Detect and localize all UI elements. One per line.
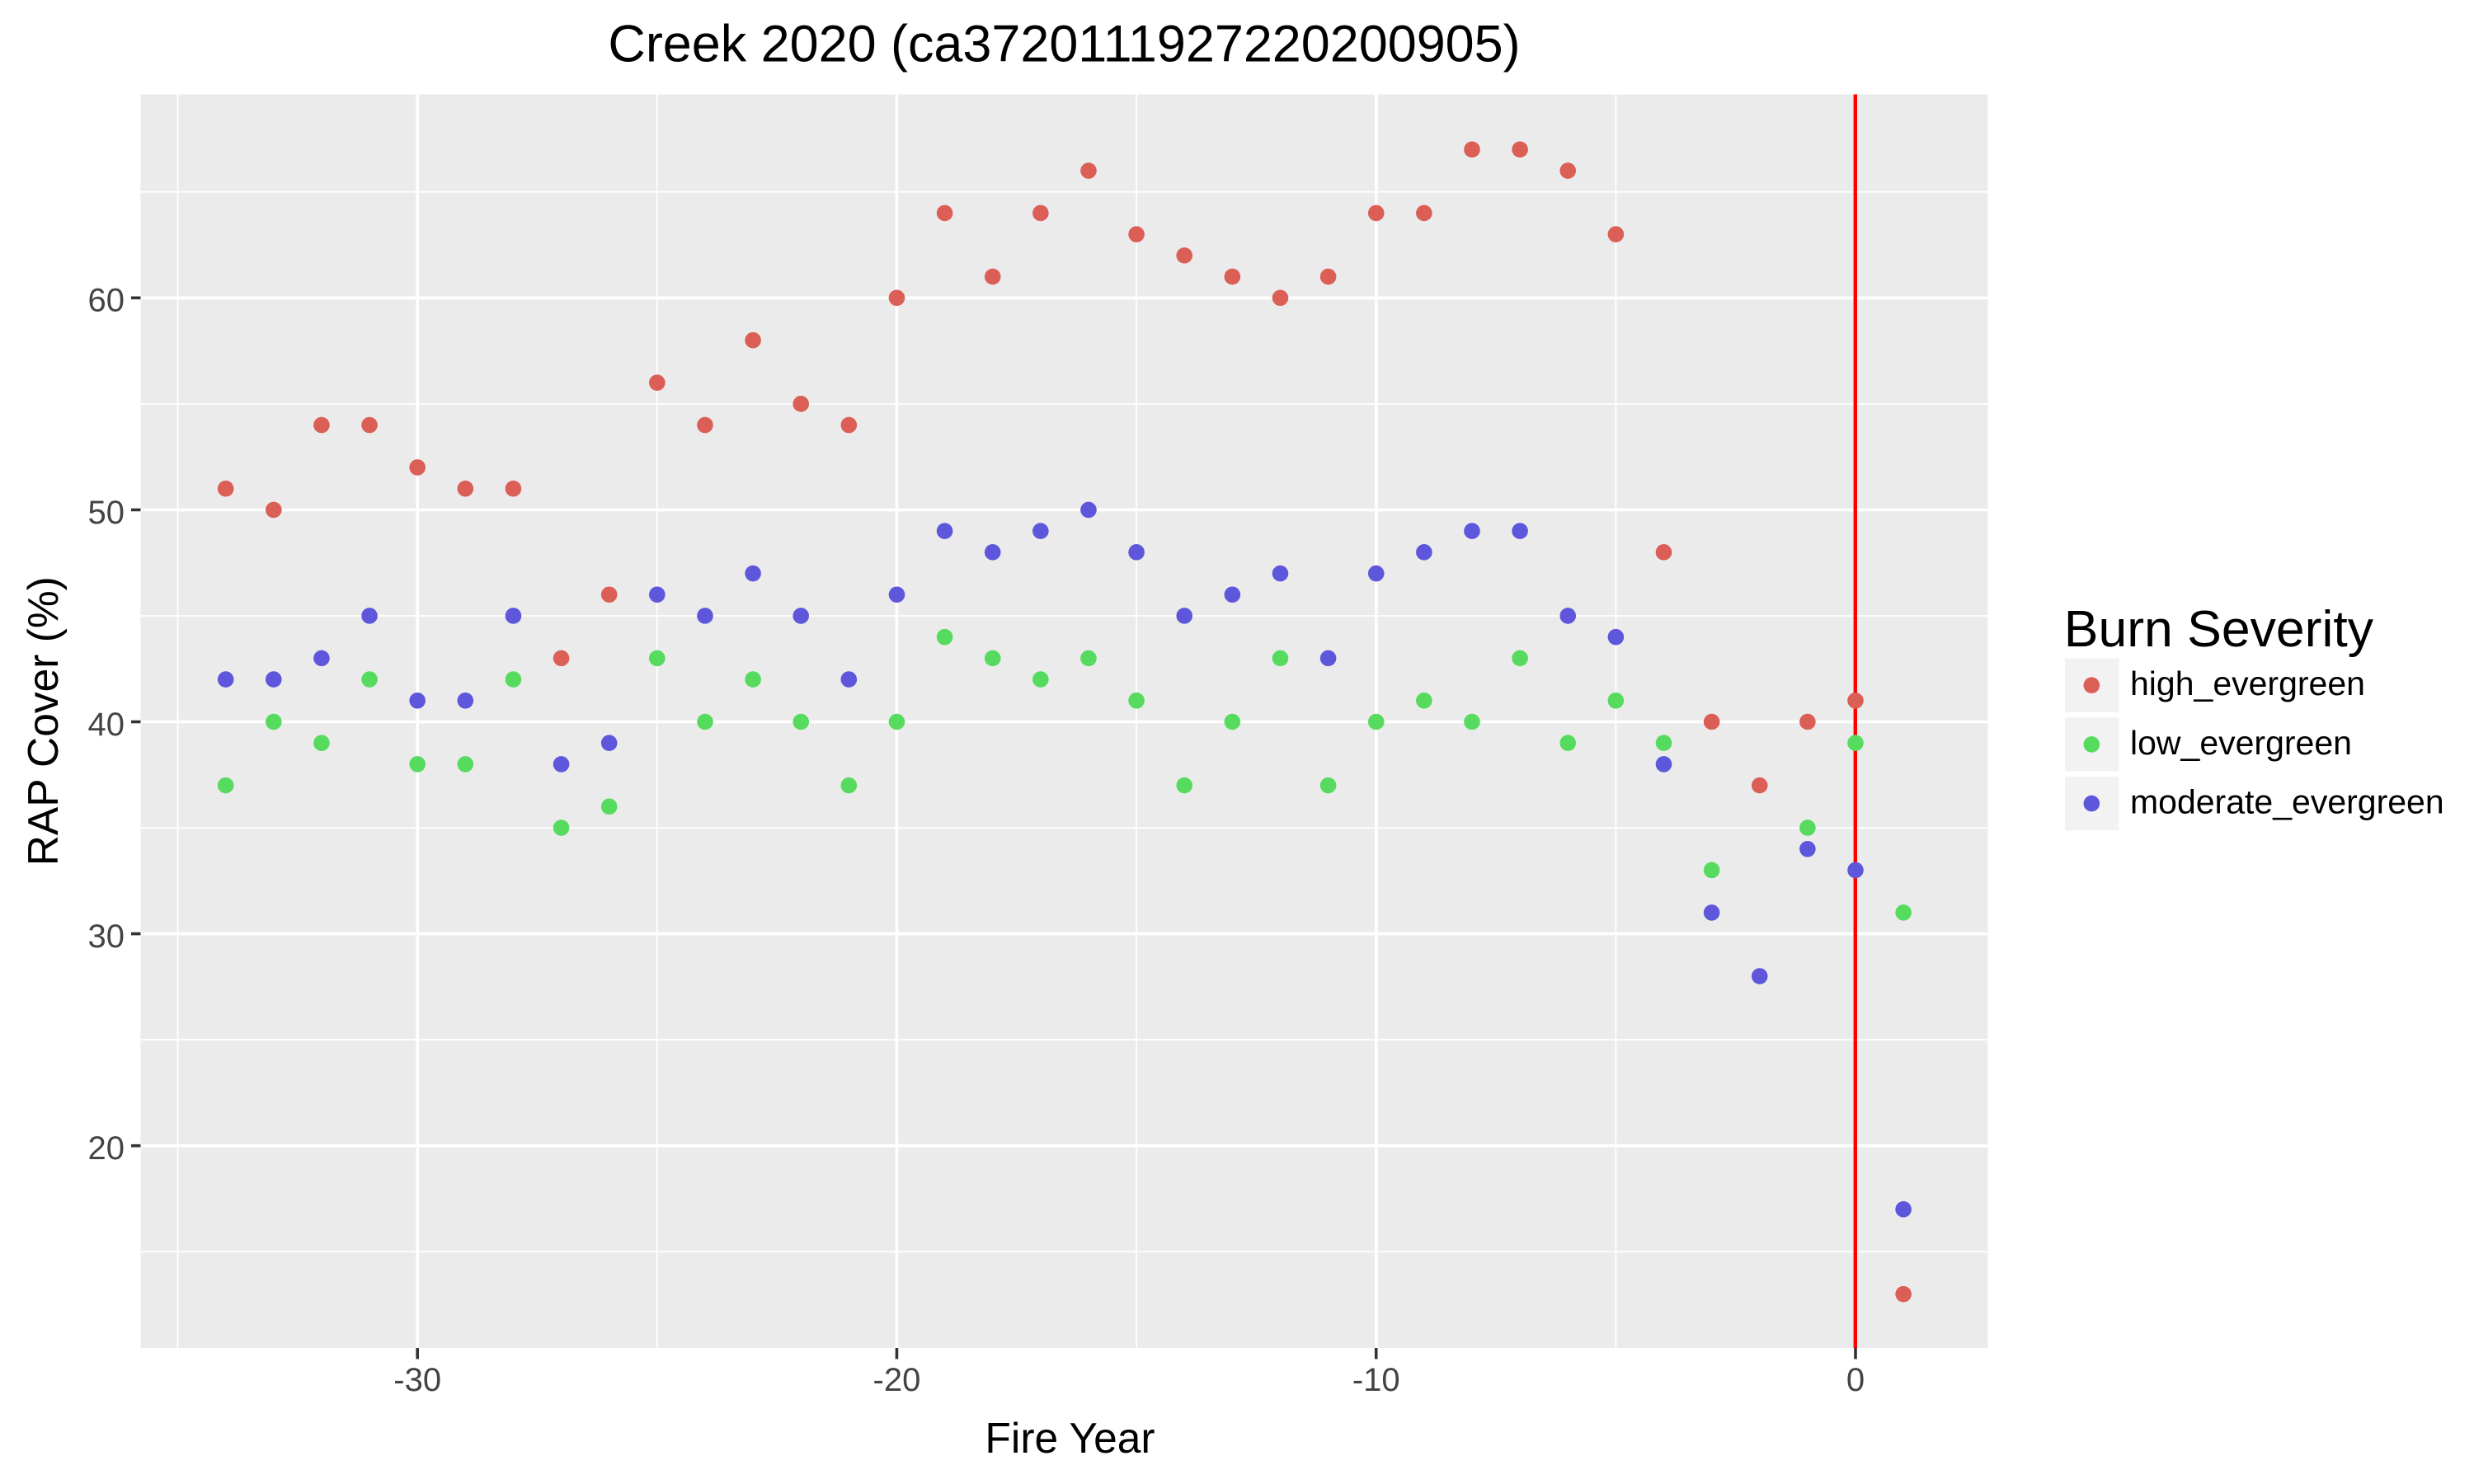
svg-text:-30: -30 — [393, 1362, 441, 1398]
svg-text:-10: -10 — [1352, 1362, 1400, 1398]
svg-text:Fire Year: Fire Year — [985, 1414, 1155, 1462]
svg-text:20: 20 — [88, 1130, 125, 1167]
svg-text:50: 50 — [88, 495, 125, 531]
svg-text:moderate_evergreen: moderate_evergreen — [2130, 783, 2444, 821]
svg-text:60: 60 — [88, 283, 125, 319]
svg-text:40: 40 — [88, 707, 125, 743]
svg-text:Burn Severity: Burn Severity — [2064, 600, 2374, 658]
svg-text:30: 30 — [88, 918, 125, 955]
svg-text:0: 0 — [1846, 1362, 1865, 1398]
svg-text:-20: -20 — [873, 1362, 921, 1398]
svg-text:Creek 2020 (ca3720111927220200: Creek 2020 (ca3720111927220200905) — [608, 15, 1520, 73]
svg-text:high_evergreen: high_evergreen — [2130, 665, 2365, 702]
svg-text:low_evergreen: low_evergreen — [2130, 724, 2352, 762]
svg-text:RAP Cover (%): RAP Cover (%) — [19, 576, 67, 866]
